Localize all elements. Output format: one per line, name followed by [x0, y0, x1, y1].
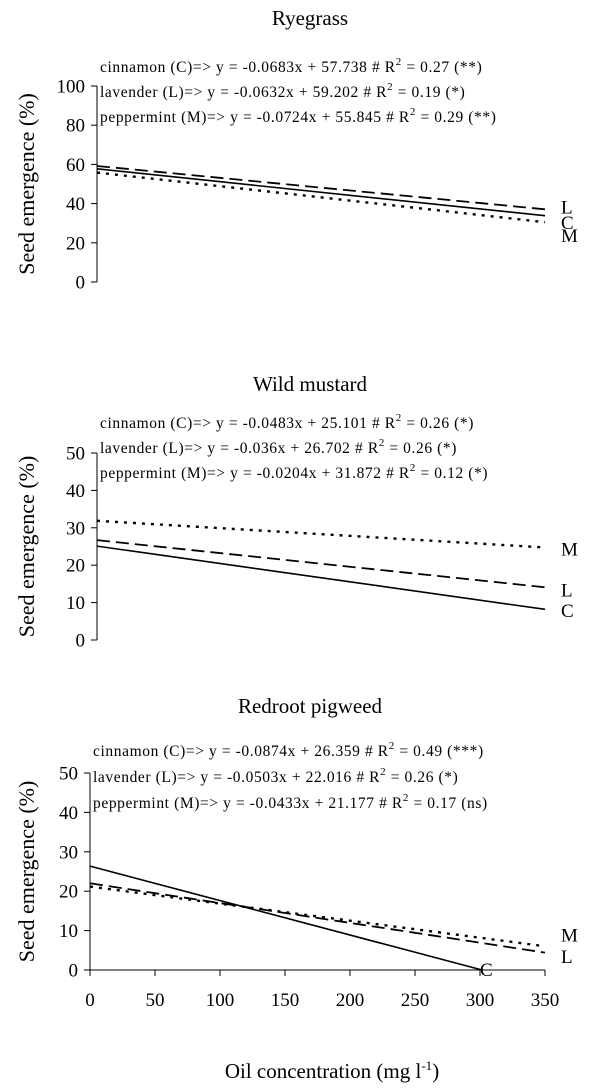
regression-equation-L: lavender (L)=> y = -0.0632x + 59.202 # R… [100, 81, 465, 101]
x-tick-label: 150 [271, 990, 300, 1011]
series-label-M: M [561, 226, 578, 247]
regression-equation-M: peppermint (M)=> y = -0.0204x + 31.872 #… [100, 462, 488, 482]
regression-equation-L: lavender (L)=> y = -0.0503x + 22.016 # R… [93, 766, 458, 786]
y-tick-label: 0 [76, 273, 86, 294]
y-tick-label: 100 [57, 77, 86, 98]
series-line-C [89, 865, 483, 971]
y-tick-label: 40 [59, 803, 78, 824]
y-tick-label: 40 [66, 481, 85, 502]
regression-equation-C: cinnamon (C)=> y = -0.0483x + 25.101 # R… [100, 412, 474, 432]
x-tick-label: 50 [146, 990, 165, 1011]
x-tick-label: 300 [466, 990, 495, 1011]
y-tick-label: 10 [66, 593, 85, 614]
series-label-M: M [561, 926, 578, 947]
y-tick-label: 10 [59, 921, 78, 942]
x-tick-label: 250 [401, 990, 430, 1011]
regression-equation-M: peppermint (M)=> y = -0.0724x + 55.845 #… [100, 106, 497, 126]
series-line-L [96, 539, 546, 589]
series-label-L: L [561, 947, 573, 968]
series-line-L [96, 165, 546, 211]
y-tick-label: 30 [66, 518, 85, 539]
x-axis-label: Oil concentration (mg l-1) [225, 1058, 439, 1083]
y-tick-label: 20 [66, 233, 85, 254]
y-axis-label: Seed emergence (%) [14, 781, 39, 963]
y-tick-label: 60 [66, 155, 85, 176]
chart-panel: Wild mustard 0 10 20 30 40 50 Seed emergence (%… [14, 372, 578, 652]
y-tick-label: 20 [66, 556, 85, 577]
series-line-M [89, 885, 546, 948]
series-label-C: C [561, 601, 574, 622]
chart-title: Ryegrass [272, 6, 348, 30]
y-tick-label: 0 [69, 961, 79, 982]
regression-equation-L: lavender (L)=> y = -0.036x + 26.702 # R2… [100, 437, 457, 457]
x-tick-label: 350 [531, 990, 560, 1011]
series-line-L [89, 882, 546, 954]
series-label-M: M [561, 539, 578, 560]
y-tick-label: 20 [59, 882, 78, 903]
series-line-M [96, 171, 546, 224]
regression-equation-M: peppermint (M)=> y = -0.0433x + 21.177 #… [93, 792, 488, 812]
y-axis-label: Seed emergence (%) [14, 456, 39, 638]
chart-title: Redroot pigweed [238, 694, 383, 718]
series-line-C [96, 168, 546, 217]
y-axis-label: Seed emergence (%) [14, 93, 39, 275]
chart-title: Wild mustard [253, 372, 368, 396]
x-tick-label: 200 [336, 990, 365, 1011]
x-tick-label: 100 [206, 990, 235, 1011]
y-tick-label: 50 [59, 764, 78, 785]
y-tick-label: 0 [76, 631, 86, 652]
y-tick-label: 40 [66, 194, 85, 215]
series-label-L: L [561, 581, 573, 602]
regression-equation-C: cinnamon (C)=> y = -0.0683x + 57.738 # R… [100, 56, 482, 76]
series-label-L: L [561, 198, 573, 219]
chart-panel: Ryegrass 0 20 40 60 80 100 Seed emergence (%) ci… [14, 6, 578, 294]
y-tick-label: 50 [66, 444, 85, 465]
y-tick-label: 30 [59, 842, 78, 863]
series-line-M [96, 519, 546, 549]
x-tick-label: 0 [85, 990, 95, 1011]
series-line-C [96, 545, 546, 611]
chart-panel: Redroot pigweed 0 10 20 30 40 50 0 50 100 150 200 25… [14, 694, 578, 1011]
regression-equation-C: cinnamon (C)=> y = -0.0874x + 26.359 # R… [93, 740, 484, 760]
series-label-C: C [561, 213, 574, 234]
series-label-C: C [480, 960, 493, 981]
y-tick-label: 80 [66, 116, 85, 137]
